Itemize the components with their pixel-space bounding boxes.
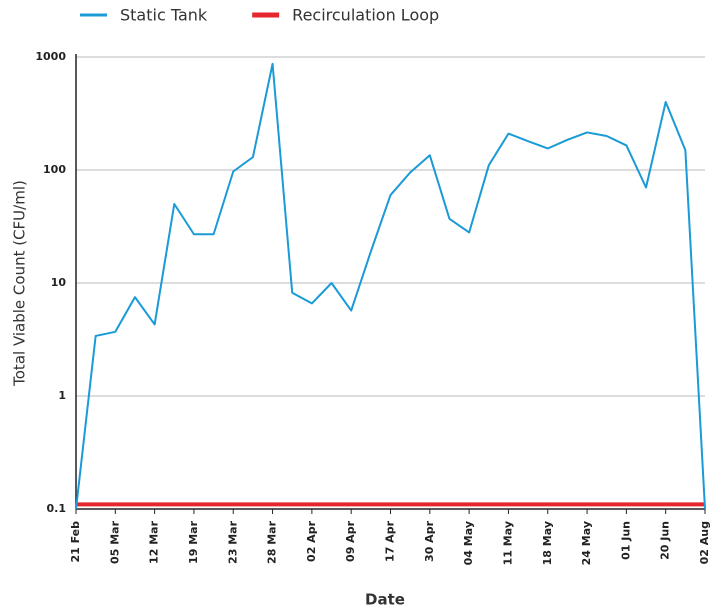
x-tick-label: 04 May — [462, 521, 475, 565]
y-tick-label: 1000 — [35, 50, 66, 63]
y-tick-label: 1 — [58, 389, 66, 402]
x-tick-label: 02 Aug — [698, 521, 711, 564]
x-tick-label: 12 Mar — [148, 520, 161, 564]
legend-label: Recirculation Loop — [292, 6, 439, 25]
x-axis-title: Date — [365, 591, 405, 609]
x-tick-label: 23 Mar — [226, 520, 239, 564]
x-tick-label: 09 Apr — [344, 520, 357, 562]
legend-label: Static Tank — [120, 6, 208, 25]
x-tick-label: 02 Apr — [305, 520, 318, 562]
x-tick-label: 11 May — [501, 521, 514, 565]
x-tick-label: 28 Mar — [266, 520, 279, 564]
x-tick-label: 21 Feb — [69, 521, 82, 563]
y-tick-label: 10 — [51, 276, 67, 289]
y-tick-label: 0.1 — [47, 502, 67, 515]
x-tick-label: 05 Mar — [108, 520, 121, 564]
series-line — [75, 62, 706, 510]
y-tick-label: 100 — [43, 163, 66, 176]
x-tick-label: 18 May — [541, 521, 554, 565]
x-tick-label: 19 Mar — [187, 520, 200, 564]
x-tick-label: 17 Apr — [384, 520, 397, 562]
y-axis-title: Total Viable Count (CFU/ml) — [11, 180, 29, 387]
x-tick-label: 24 May — [580, 521, 593, 565]
x-tick-label: 30 Apr — [423, 520, 436, 562]
x-tick-label: 20 Jun — [659, 521, 672, 560]
x-tick-label: 01 Jun — [619, 521, 632, 560]
